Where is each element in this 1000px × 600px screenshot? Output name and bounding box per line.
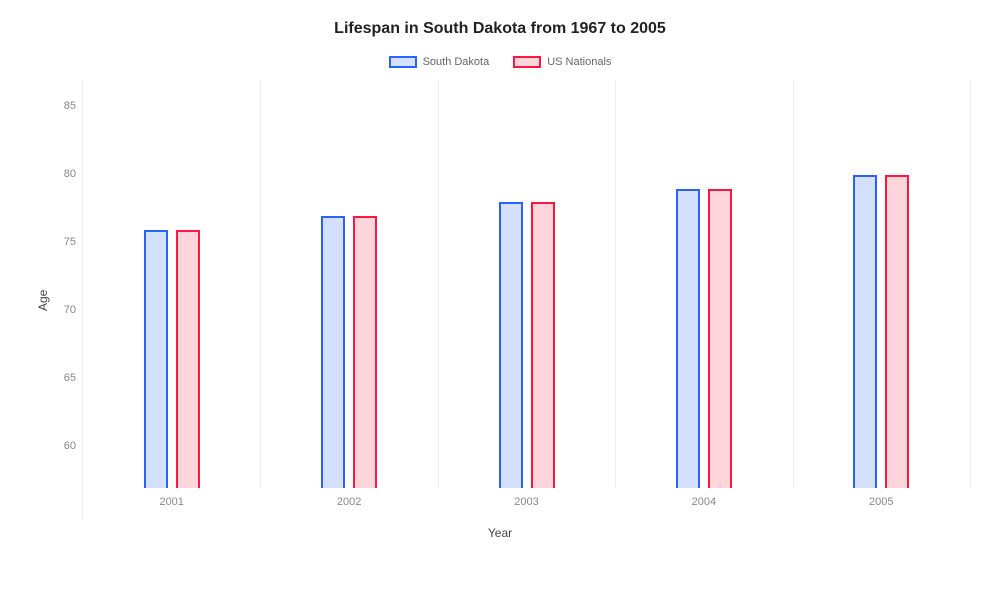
legend-label: US Nationals (547, 56, 611, 68)
x-tick: 2004 (692, 496, 716, 508)
bar-group (676, 189, 732, 488)
bar-group (144, 230, 200, 488)
bars-area (83, 80, 970, 488)
y-tick: 70 (64, 305, 76, 316)
legend: South Dakota US Nationals (30, 56, 970, 68)
bar (885, 175, 909, 488)
bar (499, 202, 523, 488)
legend-item-south-dakota: South Dakota (389, 56, 490, 68)
x-axis-label: Year (30, 526, 970, 540)
y-tick: 80 (64, 169, 76, 180)
y-tick: 85 (64, 101, 76, 112)
chart-container: Lifespan in South Dakota from 1967 to 20… (0, 0, 1000, 600)
y-tick: 60 (64, 441, 76, 452)
x-axis-ticks: 2001 2002 2003 2004 2005 (83, 488, 970, 520)
bar-group (853, 175, 909, 488)
legend-swatch-icon (389, 56, 417, 68)
y-axis-ticks: 60 65 70 75 80 85 (52, 80, 82, 520)
plot-wrap: Age 60 65 70 75 80 85 2001 2002 2003 2004 2005 (30, 80, 970, 520)
gridline (970, 80, 971, 488)
bar (708, 189, 732, 488)
x-tick: 2002 (337, 496, 361, 508)
x-tick: 2001 (159, 496, 183, 508)
bar (353, 216, 377, 488)
legend-swatch-icon (513, 56, 541, 68)
x-tick: 2003 (514, 496, 538, 508)
bar (853, 175, 877, 488)
legend-item-us-nationals: US Nationals (513, 56, 611, 68)
bar (676, 189, 700, 488)
x-tick: 2005 (869, 496, 893, 508)
y-axis-label: Age (30, 80, 52, 520)
bar (321, 216, 345, 488)
legend-label: South Dakota (423, 56, 490, 68)
bar (176, 230, 200, 488)
bar-group (321, 216, 377, 488)
chart-title: Lifespan in South Dakota from 1967 to 20… (30, 20, 970, 38)
plot-area: 2001 2002 2003 2004 2005 (82, 80, 970, 520)
bar (144, 230, 168, 488)
y-tick: 75 (64, 237, 76, 248)
bar-group (499, 202, 555, 488)
bar (531, 202, 555, 488)
y-tick: 65 (64, 373, 76, 384)
